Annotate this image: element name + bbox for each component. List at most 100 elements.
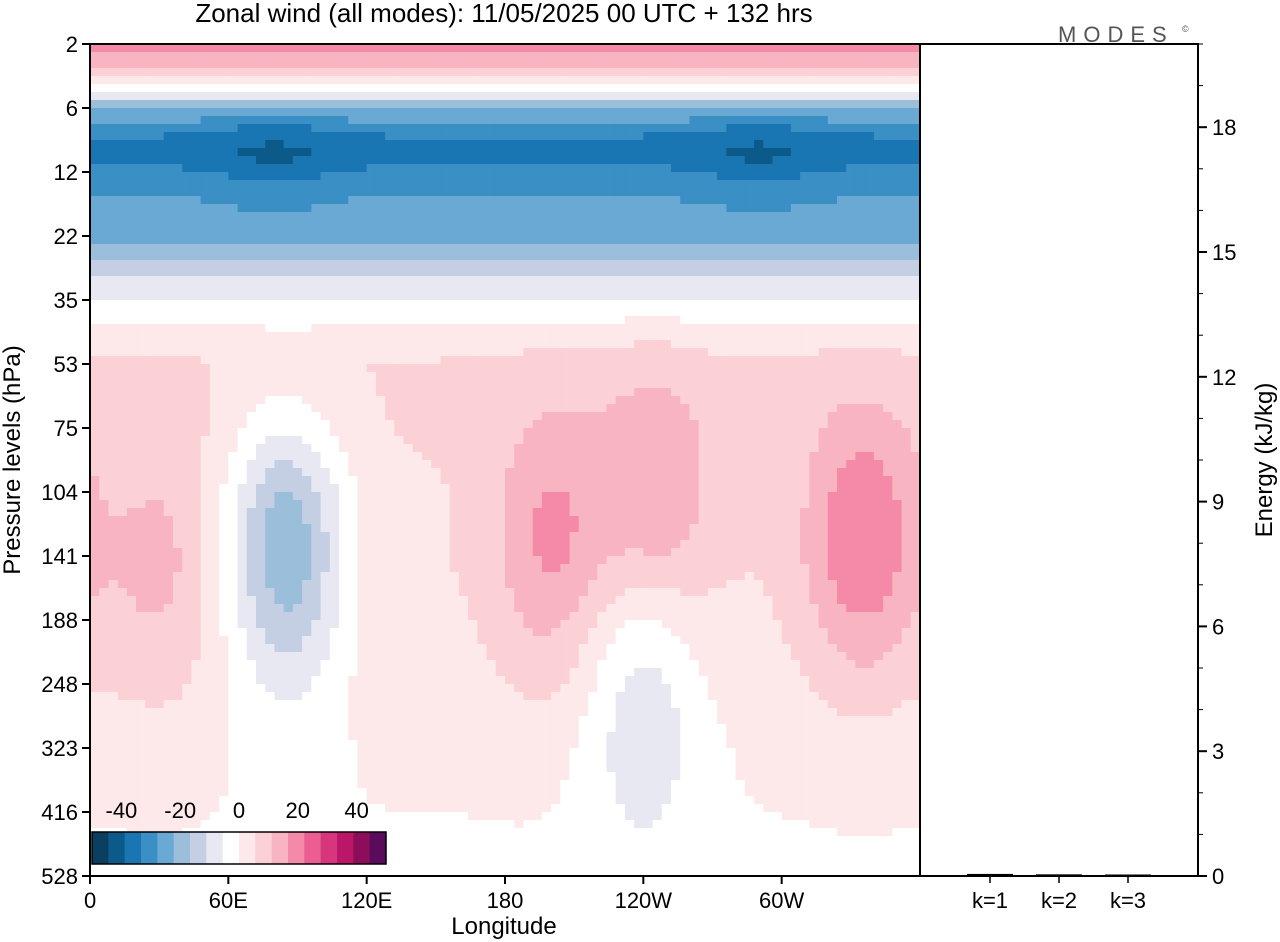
heatmap-cell: [790, 396, 801, 405]
heatmap-cell: [495, 180, 506, 189]
heatmap-cell: [809, 436, 820, 445]
heatmap-cell: [541, 404, 552, 413]
heatmap-cell: [191, 116, 202, 125]
heatmap-cell: [302, 196, 312, 205]
heatmap-cell: [855, 468, 866, 477]
heatmap-cell: [357, 180, 368, 189]
heatmap-cell: [292, 44, 303, 53]
heatmap-cell: [873, 428, 884, 437]
heatmap-cell: [707, 124, 718, 133]
heatmap-cell: [191, 356, 202, 365]
heatmap-cell: [541, 108, 552, 117]
heatmap-cell: [846, 300, 857, 309]
heatmap-cell: [90, 476, 100, 485]
heatmap-cell: [348, 132, 359, 141]
heatmap-cell: [532, 52, 543, 61]
heatmap-cell: [717, 340, 727, 349]
heatmap-cell: [505, 468, 515, 477]
heatmap-cell: [661, 44, 672, 53]
heatmap-cell: [707, 468, 718, 477]
heatmap-cell: [505, 100, 515, 109]
heatmap-cell: [90, 156, 100, 165]
heatmap-cell: [173, 44, 183, 53]
heatmap-cell: [846, 340, 857, 349]
heatmap-cell: [154, 100, 165, 109]
heatmap-cell: [597, 116, 608, 125]
heatmap-cell: [458, 268, 469, 277]
heatmap-cell: [680, 268, 691, 277]
heatmap-cell: [99, 484, 110, 493]
heatmap-cell: [357, 324, 368, 333]
heatmap-cell: [763, 388, 774, 397]
heatmap-cell: [560, 324, 571, 333]
heatmap-cell: [403, 468, 414, 477]
heatmap-cell: [864, 52, 875, 61]
heatmap-cell: [800, 164, 810, 173]
heatmap-cell: [228, 172, 239, 181]
heatmap-cell: [117, 244, 128, 253]
heatmap-cell: [827, 220, 838, 229]
heatmap-cell: [274, 436, 285, 445]
heatmap-cell: [431, 460, 442, 469]
heatmap-cell: [182, 228, 193, 237]
heatmap-cell: [108, 140, 119, 149]
heatmap-cell: [588, 68, 598, 77]
heatmap-cell: [615, 244, 626, 253]
heatmap-cell: [495, 236, 506, 245]
heatmap-cell: [541, 180, 552, 189]
heatmap-cell: [634, 468, 644, 477]
heatmap-cell: [191, 148, 202, 157]
heatmap-cell: [422, 44, 432, 53]
heatmap-cell: [624, 60, 635, 69]
heatmap-cell: [283, 460, 294, 469]
heatmap-cell: [237, 60, 248, 69]
heatmap-cell: [256, 308, 266, 317]
heatmap-cell: [320, 396, 331, 405]
heatmap-cell: [652, 332, 663, 341]
heatmap-cell: [698, 476, 709, 485]
heatmap-cell: [754, 340, 764, 349]
heatmap-cell: [744, 116, 755, 125]
heatmap-cell: [551, 460, 561, 469]
heatmap-cell: [357, 204, 368, 213]
heatmap-cell: [505, 124, 515, 133]
heatmap-cell: [458, 244, 469, 253]
heatmap-cell: [634, 220, 644, 229]
heatmap-cell: [375, 388, 386, 397]
heatmap-cell: [154, 44, 165, 53]
heatmap-cell: [394, 468, 405, 477]
heatmap-cell: [717, 116, 727, 125]
heatmap-cell: [560, 260, 571, 269]
heatmap-cell: [560, 436, 571, 445]
heatmap-cell: [827, 140, 838, 149]
heatmap-cell: [680, 476, 691, 485]
heatmap-cell: [643, 124, 654, 133]
heatmap-cell: [375, 268, 386, 277]
heatmap-cell: [717, 276, 727, 285]
heatmap-cell: [422, 284, 432, 293]
heatmap-cell: [827, 436, 838, 445]
heatmap-cell: [495, 156, 506, 165]
heatmap-cell: [883, 164, 893, 173]
heatmap-cell: [228, 92, 239, 101]
heatmap-cell: [578, 316, 589, 325]
heatmap-cell: [329, 236, 340, 245]
heatmap-cell: [523, 316, 534, 325]
heatmap-cell: [126, 468, 137, 477]
heatmap-cell: [698, 452, 709, 461]
heatmap-cell: [173, 140, 183, 149]
heatmap-cell: [375, 324, 386, 333]
heatmap-cell: [855, 420, 866, 429]
heatmap-cell: [274, 260, 285, 269]
heatmap-cell: [910, 260, 921, 269]
heatmap-cell: [320, 164, 331, 173]
heatmap-cell: [560, 172, 571, 181]
heatmap-cell: [200, 92, 211, 101]
heatmap-cell: [634, 68, 644, 77]
heatmap-cell: [200, 212, 211, 221]
heatmap-cell: [551, 340, 561, 349]
heatmap-cell: [781, 348, 792, 357]
heatmap-cell: [136, 140, 146, 149]
heatmap-cell: [256, 180, 266, 189]
heatmap-cell: [698, 420, 709, 429]
